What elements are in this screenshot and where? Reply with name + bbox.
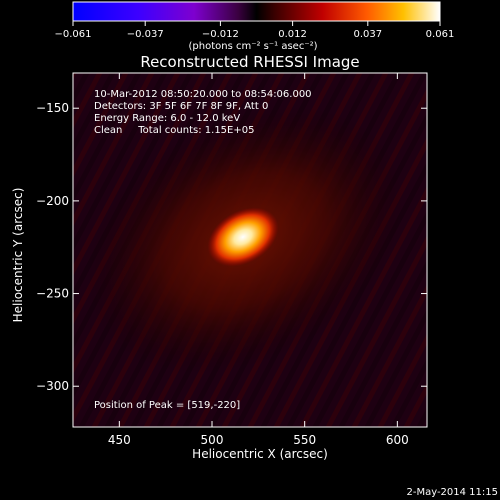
- stripe: [476, 33, 500, 467]
- heatmap-image: [0, 33, 500, 467]
- colorbar-tick-label: 0.061: [426, 29, 455, 40]
- stripe: [437, 33, 500, 467]
- stripe: [73, 73, 116, 154]
- x-axis: 450 500 550 600: [108, 73, 409, 447]
- chart-title: Reconstructed RHESSI Image: [140, 53, 359, 71]
- stripe: [73, 73, 129, 178]
- stripe: [73, 73, 181, 277]
- y-axis-label: Heliocentric Y (arcsec): [11, 188, 25, 323]
- y-tick-label: −150: [36, 101, 69, 115]
- x-axis-label: Heliocentric X (arcsec): [192, 447, 328, 461]
- stripe: [450, 33, 500, 467]
- annotation-time: 10-Mar-2012 08:50:20.000 to 08:54:06.000: [94, 89, 312, 100]
- stripe: [299, 186, 427, 427]
- colorbar: [72, 1, 441, 22]
- stripe: [73, 73, 103, 129]
- y-tick-label: −250: [36, 287, 69, 301]
- stripe: [73, 73, 155, 228]
- stripe: [377, 333, 427, 427]
- stripe: [0, 33, 56, 467]
- plot-frame: [72, 72, 428, 428]
- stripe: [424, 33, 500, 467]
- annotation-energy: Energy Range: 6.0 - 12.0 keV: [94, 113, 240, 124]
- stripe: [338, 259, 427, 427]
- y-axis: −150 −200 −250 −300: [36, 101, 427, 393]
- stripe: [73, 73, 168, 252]
- annotation-detectors: Detectors: 3F 5F 6F 7F 8F 9F, Att 0: [94, 101, 268, 112]
- colorbar-tick-label: 0.012: [278, 29, 307, 40]
- colorbar-tick-label: −0.037: [127, 29, 164, 40]
- colorbar-ticks: −0.061 −0.037 −0.012 0.012 0.037 0.061: [54, 21, 454, 40]
- colorbar-tick-label: −0.061: [54, 29, 91, 40]
- stripe: [489, 33, 500, 467]
- x-tick-label: 550: [293, 433, 316, 447]
- stripe: [463, 33, 500, 467]
- source-core: [207, 207, 279, 267]
- y-tick-label: −300: [36, 379, 69, 393]
- stripe: [351, 284, 427, 427]
- y-tick-label: −200: [36, 194, 69, 208]
- timestamp: 2-May-2014 11:15: [406, 487, 498, 498]
- stripe: [390, 357, 427, 427]
- colorbar-tick-label: 0.037: [353, 29, 382, 40]
- stripe: [73, 73, 142, 203]
- stripe: [312, 210, 427, 427]
- annotation-clean: Clean Total counts: 1.15E+05: [94, 125, 254, 136]
- x-tick-label: 500: [201, 433, 224, 447]
- stripe: [364, 308, 427, 427]
- x-tick-label: 600: [386, 433, 409, 447]
- stripe: [403, 382, 427, 427]
- stripe: [325, 235, 427, 427]
- peak-position-label: Position of Peak = [519,-220]: [94, 400, 240, 411]
- x-tick-label: 450: [108, 433, 131, 447]
- colorbar-unit-label: (photons cm⁻² s⁻¹ asec⁻²): [188, 41, 317, 52]
- colorbar-tick-label: −0.012: [202, 29, 239, 40]
